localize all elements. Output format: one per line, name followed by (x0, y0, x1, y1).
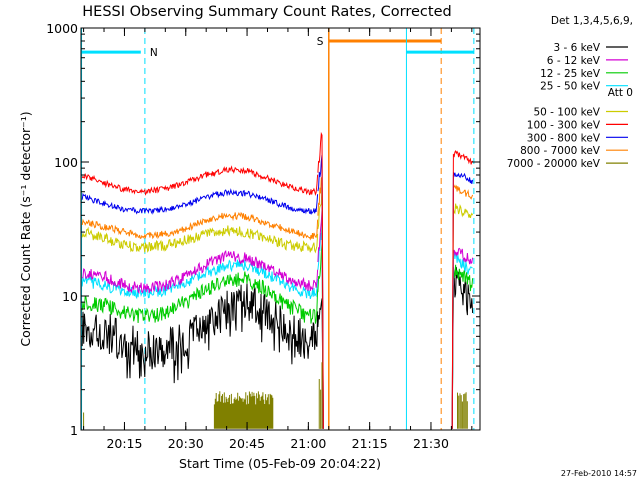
series-line-100-300keV (81, 131, 473, 429)
chart-title: HESSI Observing Summary Count Rates, Cor… (82, 4, 451, 20)
series-line-25-50keV (81, 221, 473, 429)
legend-label: 6 - 12 keV (547, 55, 601, 67)
plot-frame (80, 27, 481, 431)
series-line-50-100keV (81, 183, 474, 429)
series-layer (81, 131, 474, 429)
legend-label: 50 - 100 keV (533, 107, 600, 119)
y-tick-label: 10 (62, 289, 78, 304)
y-axis-label: Corrected Count Rate (s⁻¹ detector⁻¹) (18, 111, 33, 346)
axis-layer: 1 10 100 1000 20:15 20:30 20:45 21:00 21:15 21:30 (46, 21, 480, 451)
legend-label: 25 - 50 keV (540, 81, 601, 93)
x-tick-label: 21:30 (413, 436, 449, 451)
series-line-7000-20000keV (83, 362, 468, 429)
x-tick-label: 20:30 (168, 436, 204, 451)
legend-label: 7000 - 20000 keV (507, 158, 601, 170)
x-tick-label: 20:45 (229, 436, 265, 451)
y-tick-label: 1000 (46, 21, 78, 36)
saa-label: S (317, 36, 324, 48)
night-label: N (150, 47, 158, 59)
annotation-layer: NS (81, 28, 475, 430)
series-line-800-7000keV (81, 177, 474, 429)
series-line-3-6keV (81, 266, 474, 429)
legend-title: Det 1,3,4,5,6,9, (551, 15, 633, 27)
legend-label: 3 - 6 keV (553, 42, 600, 54)
x-tick-label: 21:15 (352, 436, 388, 451)
legend-label: 800 - 7000 keV (520, 145, 601, 157)
y-tick-label: 100 (54, 155, 78, 170)
footer-date: 27-Feb-2010 14:57 (561, 469, 637, 478)
legend-label: 12 - 25 keV (540, 68, 601, 80)
x-tick-label: 20:15 (106, 436, 142, 451)
x-axis-label: Start Time (05-Feb-09 20:04:22) (179, 456, 381, 471)
y-tick-label: 1 (70, 423, 78, 438)
legend-subtitle: Att 0 (608, 87, 633, 99)
legend-label: 300 - 800 keV (527, 132, 601, 144)
legend-label: 100 - 300 keV (527, 119, 601, 131)
series-line-6-12keV (81, 210, 474, 429)
series-line-12-25keV (81, 243, 474, 429)
x-tick-label: 21:00 (290, 436, 326, 451)
series-line-300-800keV (81, 154, 474, 429)
